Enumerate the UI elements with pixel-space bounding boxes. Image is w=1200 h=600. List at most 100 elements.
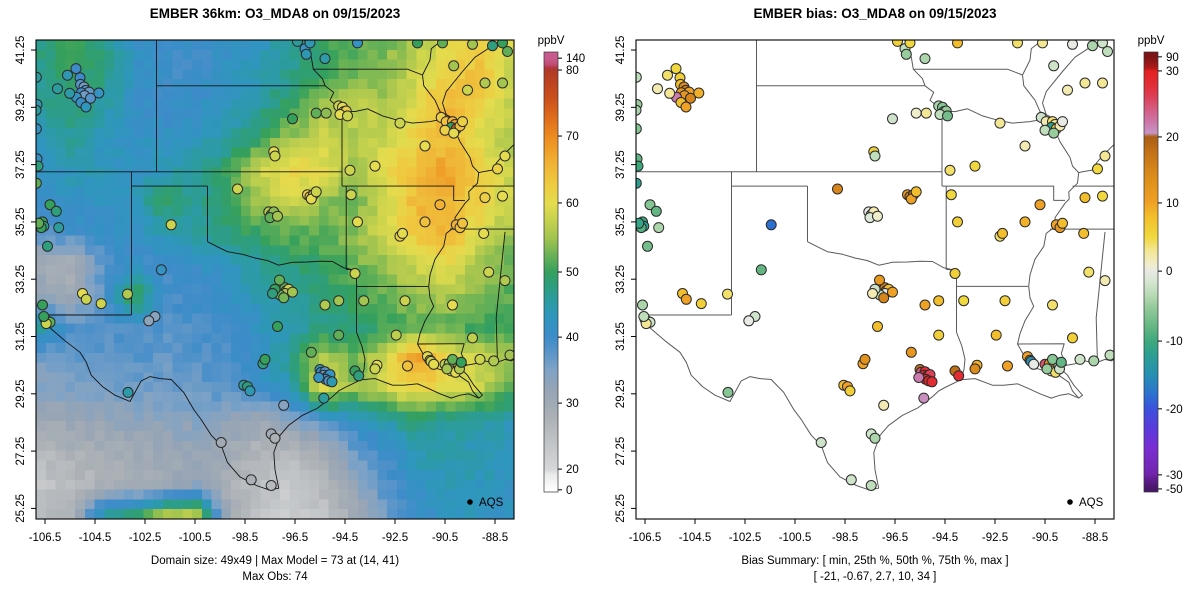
station-dot	[448, 60, 460, 72]
station-dot	[1092, 163, 1103, 175]
station-dot	[499, 275, 511, 287]
axis-labels: -106.5 -104.5 -102.5 -100.5 -98.5 -96.5 -94.5 -…	[615, 36, 1108, 544]
station-dot	[1097, 190, 1108, 202]
station-dot	[155, 264, 167, 276]
station-dot	[402, 360, 413, 372]
station-dot	[1087, 40, 1098, 52]
station-dot	[428, 358, 440, 370]
x-tick-label: -96.5	[282, 532, 308, 544]
station-dot	[1019, 140, 1031, 152]
x-tick-label: -90.5	[1032, 532, 1058, 544]
station-dot	[867, 288, 878, 299]
y-tick-label: 39.25	[615, 93, 627, 122]
colorbar-bar	[1143, 51, 1159, 493]
station-dot	[918, 392, 930, 404]
station-dot	[358, 295, 370, 307]
station-dot	[1067, 332, 1078, 344]
bias-station-dots	[636, 40, 1114, 491]
station-dot	[994, 117, 1006, 129]
x-tick-label: -104.5	[679, 532, 712, 544]
station-dot	[483, 266, 495, 278]
station-dot	[990, 329, 1002, 341]
station-dot	[244, 385, 256, 397]
station-dot	[319, 299, 331, 311]
station-dot	[638, 311, 650, 322]
station-dot	[122, 288, 133, 300]
station-dot	[872, 210, 883, 222]
station-dot	[636, 104, 642, 116]
station-dot	[722, 386, 734, 398]
station-dot	[462, 84, 473, 96]
boundary-state-ms-al-vertical	[1095, 231, 1106, 364]
station-dot	[1002, 360, 1013, 372]
aqs-legend-label: AQS	[1079, 497, 1104, 509]
y-tick-label: 27.25	[615, 437, 627, 466]
station-dot	[905, 346, 917, 358]
station-dot	[869, 150, 881, 162]
x-tick-label: -94.5	[932, 532, 958, 544]
station-dot	[497, 190, 508, 202]
station-dot	[1104, 349, 1114, 361]
boundary-illinois-river	[1042, 45, 1093, 118]
aqs-legend: AQS	[1067, 497, 1104, 509]
station-dot	[272, 210, 283, 222]
station-dot	[1057, 116, 1068, 128]
x-tick-label: -98.5	[232, 532, 258, 544]
station-dot	[80, 101, 92, 113]
station-dot	[42, 240, 53, 252]
boundary-rio-grande	[41, 317, 279, 491]
boundary-missouri-river-ks-ne	[904, 40, 943, 112]
station-dot	[397, 227, 408, 239]
y-tick-label: 33.25	[15, 265, 27, 294]
station-dot	[887, 113, 898, 125]
right-map-boundaries	[636, 40, 1114, 491]
right-panel-title: EMBER bias: O3_MDA8 on 09/15/2023	[753, 6, 997, 21]
y-tick-label: 41.25	[15, 36, 27, 65]
station-dot	[457, 217, 468, 229]
boundary-rio-grande	[641, 317, 879, 491]
station-dot	[670, 63, 682, 75]
station-dot	[1099, 150, 1111, 162]
station-dot	[215, 437, 227, 448]
station-dot	[497, 40, 508, 49]
station-dot	[1097, 77, 1108, 89]
station-dot	[1062, 84, 1073, 96]
station-dot	[93, 87, 105, 99]
colorbar-tick-label: 60	[566, 198, 579, 210]
station-dot	[693, 87, 705, 99]
station-dot	[441, 363, 453, 375]
station-dot	[1088, 355, 1100, 367]
station-dot	[267, 288, 278, 299]
station-dot	[245, 474, 257, 486]
y-tick-label: 29.25	[15, 379, 27, 408]
colorbar-tick-label: 30	[1166, 66, 1179, 78]
station-dot	[1041, 363, 1053, 375]
x-tick-label: -92.5	[382, 532, 408, 544]
obs-station-dots	[36, 40, 514, 491]
station-dot	[479, 77, 491, 89]
station-dot	[326, 376, 338, 388]
station-dot	[1019, 216, 1031, 228]
station-dot	[504, 349, 514, 361]
station-dot	[265, 480, 277, 491]
station-dot	[1012, 40, 1023, 49]
station-dot	[765, 219, 777, 231]
station-dot	[497, 77, 508, 89]
y-tick-label: 29.25	[615, 379, 627, 408]
station-dot	[999, 295, 1011, 307]
station-dot	[920, 107, 932, 119]
station-dot	[910, 186, 922, 198]
station-dot	[274, 274, 285, 286]
y-tick-label: 41.25	[615, 36, 627, 65]
x-tick-label: -92.5	[982, 532, 1008, 544]
x-tick-label: -102.5	[729, 532, 762, 544]
station-dot	[259, 353, 271, 365]
left-caption-line2: Max Obs: 74	[242, 571, 308, 583]
boundary-gulf-coast	[273, 358, 514, 489]
station-dot	[653, 222, 665, 234]
y-tick-label: 25.25	[15, 494, 27, 523]
station-dot	[1037, 40, 1048, 49]
boundary-red-river	[207, 241, 357, 272]
